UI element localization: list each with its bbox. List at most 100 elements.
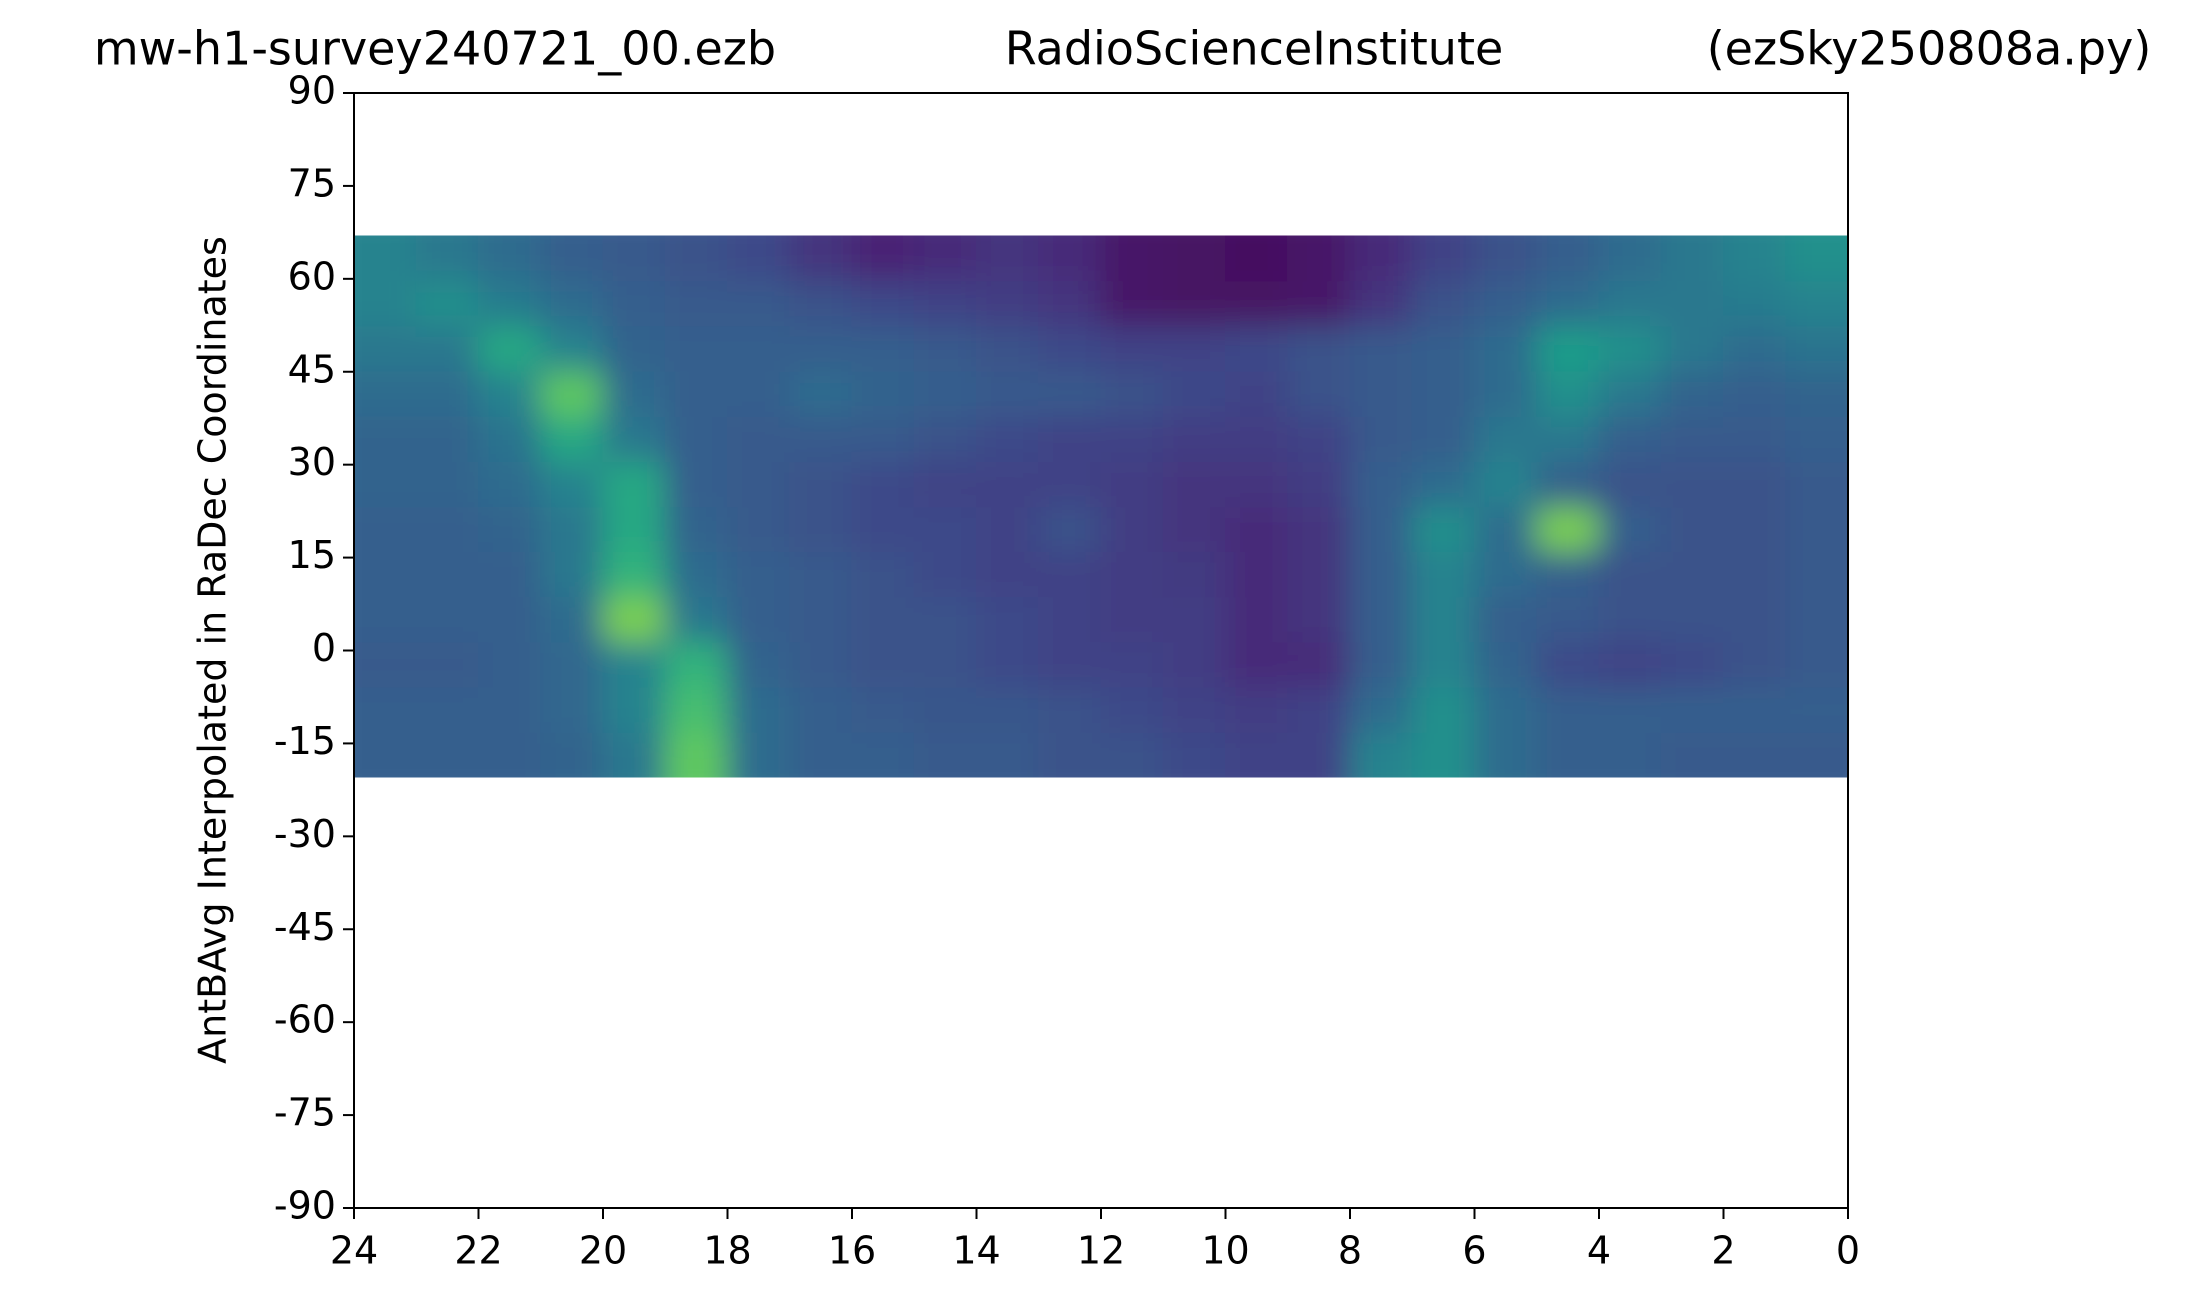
heatmap-cell — [976, 641, 1040, 688]
heatmap-cell — [664, 550, 728, 598]
heatmap-cell — [1411, 641, 1475, 688]
heatmap-cell — [1411, 596, 1475, 643]
heatmap-cell — [1474, 325, 1538, 372]
heatmap-cell — [540, 415, 604, 463]
heatmap-cell — [976, 686, 1040, 733]
heatmap-cell — [540, 731, 604, 778]
heatmap-cell — [727, 235, 791, 282]
heatmap-cell — [913, 641, 977, 688]
heatmap-cell — [1536, 235, 1600, 282]
heatmap-cell — [478, 686, 542, 733]
heatmap-cell — [1536, 550, 1600, 598]
heatmap-cell — [1411, 235, 1475, 282]
heatmap-cell — [1100, 596, 1164, 643]
heatmap-cell — [1225, 325, 1289, 372]
y-tick-label: 60 — [288, 254, 336, 298]
heatmap-cell — [1225, 731, 1289, 778]
heatmap-cell — [1723, 596, 1787, 643]
heatmap-cell — [1723, 550, 1787, 598]
heatmap-cell — [1100, 415, 1164, 463]
heatmap-cell — [1536, 461, 1600, 508]
heatmap-cell — [1411, 550, 1475, 598]
heatmap-cell — [540, 370, 604, 417]
heatmap-cell — [1162, 596, 1226, 643]
heatmap-cell — [1474, 415, 1538, 463]
heatmap-cell — [1411, 415, 1475, 463]
heatmap-cell — [415, 370, 479, 417]
heatmap-cell — [1287, 686, 1351, 733]
heatmap-cell — [913, 461, 977, 508]
heatmap-cell — [1349, 731, 1413, 778]
heatmap-cell — [540, 235, 604, 282]
heatmap-cell — [354, 325, 417, 372]
heatmap-cell — [1349, 235, 1413, 282]
heatmap-cell — [1598, 550, 1662, 598]
heatmap-cell — [664, 325, 728, 372]
heatmap-cell — [727, 641, 791, 688]
heatmap-cell — [1287, 461, 1351, 508]
heatmap-cell — [851, 596, 915, 643]
heatmap-cell — [851, 461, 915, 508]
heatmap-cell — [1598, 596, 1662, 643]
y-tick-label: -45 — [274, 905, 336, 949]
heatmap-cell — [540, 596, 604, 643]
heatmap-cell — [727, 686, 791, 733]
heatmap-cell — [664, 731, 728, 778]
heatmap-cell — [976, 731, 1040, 778]
heatmap-cell — [415, 550, 479, 598]
heatmap-cell — [1474, 641, 1538, 688]
heatmap-cell — [415, 235, 479, 282]
heatmap-cell — [1038, 280, 1102, 327]
heatmap-cell — [354, 415, 417, 463]
heatmap-cell — [1598, 731, 1662, 778]
heatmap-cell — [976, 415, 1040, 463]
heatmap-cell — [1100, 235, 1164, 282]
heatmap-cell — [1162, 415, 1226, 463]
heatmap-cell — [727, 325, 791, 372]
heatmap-cell — [1287, 641, 1351, 688]
heatmap-cell — [727, 370, 791, 417]
y-tick-label: 0 — [312, 626, 336, 670]
heatmap-cell — [1660, 235, 1724, 282]
heatmap-cell — [1162, 325, 1226, 372]
heatmap-cell — [789, 550, 853, 598]
heatmap-cell — [789, 235, 853, 282]
x-tick-label: 2 — [1711, 1229, 1735, 1273]
heatmap-cell — [602, 731, 666, 778]
y-tick-label: -30 — [274, 812, 336, 856]
heatmap-cell — [1162, 235, 1226, 282]
heatmap-cell — [1349, 461, 1413, 508]
heatmap-cell — [602, 550, 666, 598]
heatmap-cell — [664, 415, 728, 463]
heatmap-cell — [1660, 731, 1724, 778]
heatmap-cell — [415, 686, 479, 733]
heatmap-cell — [1723, 370, 1787, 417]
heatmap-cell — [1474, 686, 1538, 733]
heatmap-cell — [540, 461, 604, 508]
heatmap-cell — [1038, 461, 1102, 508]
heatmap-cell — [1474, 550, 1538, 598]
heatmap-cell — [1287, 550, 1351, 598]
heatmap-cell — [1536, 415, 1600, 463]
heatmap-cell — [1100, 280, 1164, 327]
heatmap-cell — [789, 415, 853, 463]
heatmap-cell — [1411, 461, 1475, 508]
heatmap-cell — [1411, 370, 1475, 417]
y-tick-label: 75 — [288, 161, 336, 205]
heatmap-cell — [1536, 325, 1600, 372]
heatmap-cell — [415, 641, 479, 688]
heatmap-cell — [354, 641, 417, 688]
heatmap-cell — [1287, 731, 1351, 778]
heatmap-cell — [1349, 506, 1413, 552]
heatmap-cell — [913, 596, 977, 643]
heatmap-cell — [478, 641, 542, 688]
y-tick-label: 45 — [288, 347, 336, 391]
heatmap-cell — [602, 280, 666, 327]
heatmap-cell — [1723, 506, 1787, 552]
heatmap-cell — [1225, 506, 1289, 552]
heatmap-cell — [976, 550, 1040, 598]
heatmap-cell — [1660, 461, 1724, 508]
heatmap-cell — [354, 506, 417, 552]
heatmap-cell — [478, 325, 542, 372]
heatmap-cell — [1598, 461, 1662, 508]
